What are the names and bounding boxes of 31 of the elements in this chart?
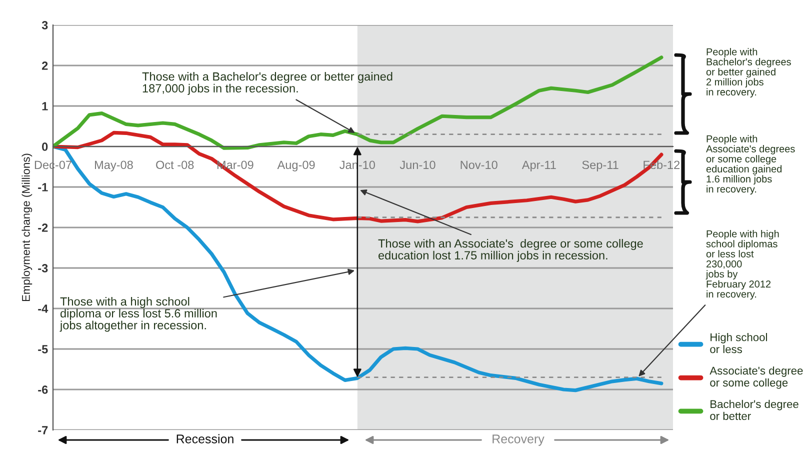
y-tick-label: 0 <box>42 142 48 151</box>
y-axis-title: Employment change (Millions) <box>22 154 32 301</box>
legend-label: Associate's degree or some college <box>710 366 803 389</box>
x-tick-label: Aug-09 <box>277 160 315 172</box>
line-series <box>53 56 664 150</box>
x-tick-label: May-08 <box>95 160 133 172</box>
legend-label: Bachelor's degree or better <box>710 400 798 420</box>
text: Recovery <box>492 434 544 446</box>
annotation: Those with an Associate's degree or some college education lost 1.75 million jobs in recession. <box>378 239 643 262</box>
y-tick-label: 3 <box>42 21 48 30</box>
text: People with Bachelor's degrees or better gained 2 million jobs in recovery. <box>706 48 791 98</box>
x-tick-label: Sep-11 <box>582 160 618 172</box>
x-tick-label: Oct -08 <box>156 160 194 170</box>
y-tick-label: 1 <box>42 102 48 110</box>
text: People with Associate's degrees or some college education gained 1.6 million jobs in recovery. <box>706 135 795 195</box>
x-tick-label: Jun-10 <box>400 160 436 170</box>
y-tick-label: -6 <box>38 386 48 394</box>
y-tick-label: 2 <box>42 62 48 70</box>
x-tick-label: Nov-10 <box>460 160 498 170</box>
annotation: People with high school diplomas or less lost 230,000 jobs by February 2012 in recovery. <box>706 230 779 300</box>
y-tick-label: -2 <box>38 224 48 232</box>
y-tick-label: -5 <box>38 345 48 354</box>
annotation: Those with a Bachelor's degree or better gained 187,000 jobs in the recession. <box>142 72 392 95</box>
y-tick-label: -3 <box>38 264 48 272</box>
y-tick-label: -1 <box>38 183 48 192</box>
text: Recession <box>176 434 234 444</box>
x-tick-label: Apr-11 <box>522 160 556 172</box>
annotation: Those with a high school diploma or less lost 5.6 million jobs altogether in recession. <box>60 297 217 332</box>
legend-label: High school or less <box>710 333 767 354</box>
y-tick-label: -4 <box>38 304 48 313</box>
y-tick-label: -7 <box>38 426 48 434</box>
